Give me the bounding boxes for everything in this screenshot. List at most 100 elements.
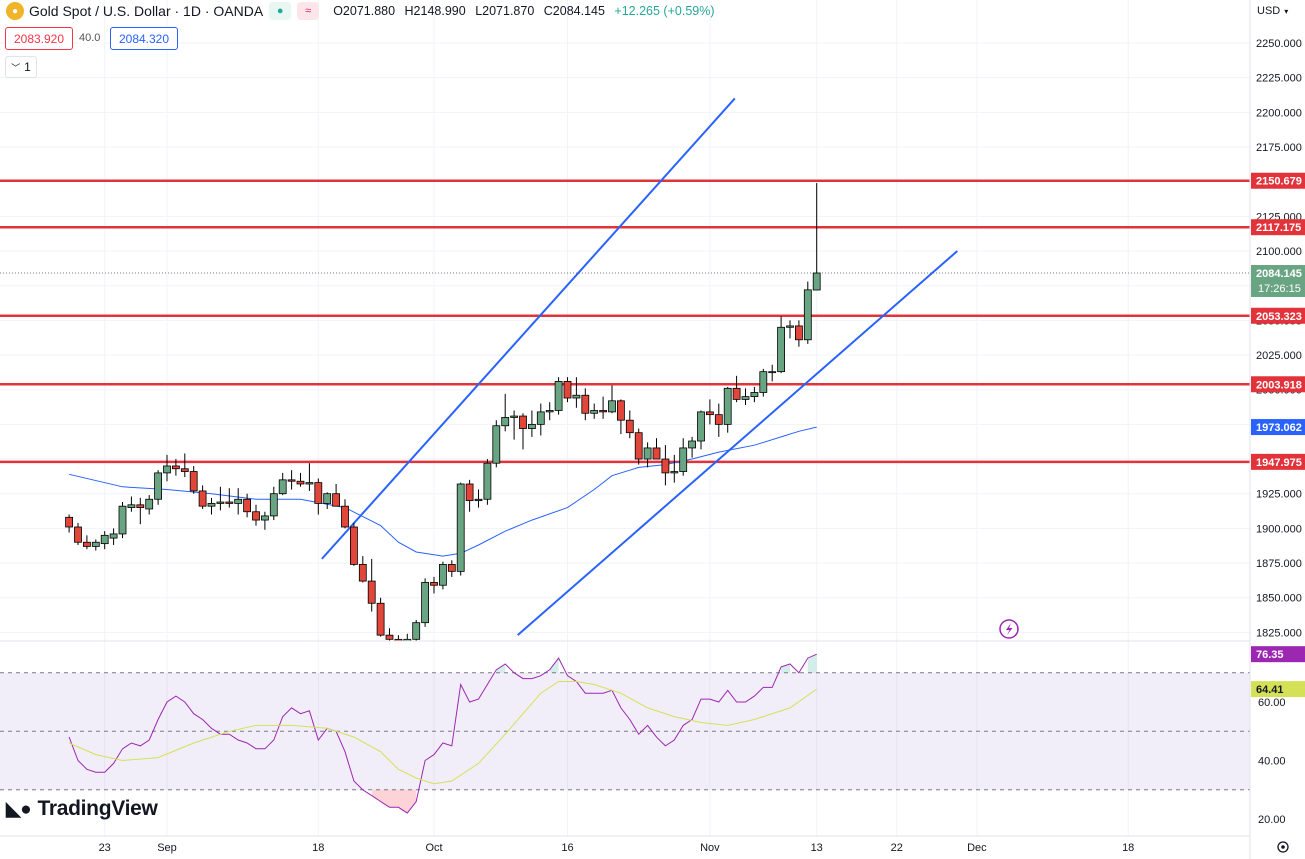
axis-settings-icon[interactable] bbox=[1277, 841, 1289, 853]
candle bbox=[198, 485, 207, 509]
candles bbox=[65, 183, 821, 642]
candle-body bbox=[207, 503, 216, 507]
candle-body bbox=[572, 394, 581, 399]
candle bbox=[394, 635, 403, 642]
candle-body bbox=[269, 493, 278, 517]
candle bbox=[697, 410, 705, 450]
sell-button[interactable]: 2083.920 bbox=[5, 27, 73, 50]
candle bbox=[252, 504, 260, 526]
candle bbox=[180, 453, 189, 478]
price-tick-label: 2250.000 bbox=[1256, 38, 1302, 50]
candle-body bbox=[225, 501, 234, 504]
chevron-down-icon: ▾ bbox=[1284, 6, 1289, 16]
candle bbox=[706, 399, 714, 425]
time-tick-label: Dec bbox=[967, 842, 987, 854]
wave-icon[interactable]: ≈ bbox=[297, 2, 320, 20]
symbol-title[interactable]: Gold Spot / U.S. Dollar · 1D · OANDA bbox=[29, 3, 264, 19]
candle bbox=[403, 633, 412, 642]
currency-selector[interactable]: USD ▾ bbox=[1251, 0, 1297, 22]
candle bbox=[465, 479, 474, 512]
sma-tag-bg bbox=[1251, 419, 1305, 436]
candle-body bbox=[812, 272, 821, 291]
lightning-alert-icon[interactable] bbox=[999, 619, 1019, 639]
buy-button[interactable]: 2084.320 bbox=[110, 27, 178, 50]
candle bbox=[341, 499, 349, 529]
candle bbox=[438, 561, 447, 590]
rsi-tag-bg bbox=[1251, 646, 1305, 663]
price-tick-label: 2100.000 bbox=[1256, 246, 1302, 258]
candle bbox=[83, 535, 91, 550]
candle-body bbox=[243, 498, 252, 513]
candle-body bbox=[189, 471, 198, 492]
price-tick-label: 2025.000 bbox=[1256, 350, 1302, 362]
candle-body bbox=[714, 414, 723, 425]
candle bbox=[563, 377, 572, 403]
candle bbox=[786, 320, 794, 339]
candle bbox=[216, 486, 225, 511]
currency-label: USD bbox=[1257, 5, 1281, 17]
candle-body bbox=[314, 482, 323, 504]
time-tick-label: 18 bbox=[312, 842, 324, 854]
price-tick-label: 1925.000 bbox=[1256, 489, 1302, 501]
price-tick-label: 1900.000 bbox=[1256, 523, 1302, 535]
level-tag-bg bbox=[1251, 219, 1305, 236]
ohlc-open: O2071.880 bbox=[333, 4, 396, 18]
candle bbox=[367, 558, 376, 612]
ohlc-high: H2148.990 bbox=[404, 4, 466, 18]
candle-body bbox=[323, 493, 332, 504]
horizontal-levels[interactable] bbox=[0, 179, 1250, 464]
candle-body bbox=[795, 325, 803, 341]
candle bbox=[741, 388, 750, 405]
spread-value: 40.0 bbox=[79, 27, 103, 48]
candle-body bbox=[536, 411, 545, 425]
price-tick-label: 2200.000 bbox=[1256, 107, 1302, 119]
last-price-text: 2084.145 bbox=[1256, 268, 1302, 280]
market-open-dot-icon[interactable]: ● bbox=[269, 2, 292, 20]
collapse-indicators-button[interactable]: ﹀ 1 bbox=[5, 56, 37, 78]
candle-body bbox=[465, 483, 474, 502]
candle bbox=[74, 522, 82, 546]
candle bbox=[430, 576, 438, 594]
level-tag: 2117.175 bbox=[1251, 219, 1305, 236]
rsi-ma-tag: 64.41 bbox=[1251, 681, 1305, 698]
candle-body bbox=[634, 432, 643, 460]
candle-body bbox=[109, 533, 118, 539]
candle bbox=[332, 484, 341, 507]
candle bbox=[278, 472, 287, 496]
time-tick-label: 18 bbox=[1122, 842, 1134, 854]
rsi-ma-tag-bg bbox=[1251, 681, 1305, 698]
rsi-ma-tag-text: 64.41 bbox=[1256, 684, 1284, 696]
rsi-tick-label: 60.00 bbox=[1258, 697, 1286, 709]
level-tag-text: 2150.679 bbox=[1256, 176, 1302, 188]
candle-body bbox=[65, 516, 73, 528]
candle-body bbox=[759, 371, 768, 393]
candle-body bbox=[136, 504, 145, 508]
level-tag-text: 2117.175 bbox=[1256, 222, 1301, 234]
candle bbox=[456, 482, 465, 576]
candle-body bbox=[154, 472, 163, 500]
candle bbox=[714, 403, 723, 437]
candle-body bbox=[777, 326, 785, 373]
level-tag-bg bbox=[1251, 307, 1305, 324]
candle-body bbox=[803, 289, 812, 341]
sma-tag-text: 1973.062 bbox=[1256, 422, 1302, 434]
candle bbox=[572, 377, 581, 408]
candle-body bbox=[599, 410, 607, 413]
candle bbox=[287, 470, 296, 490]
candle-body bbox=[723, 387, 732, 425]
candle-body bbox=[545, 410, 554, 413]
time-tick-label: Nov bbox=[700, 842, 720, 854]
candle-body bbox=[679, 447, 688, 472]
candle-body bbox=[617, 400, 625, 421]
trend-channel[interactable] bbox=[321, 97, 958, 636]
candle-body bbox=[706, 411, 714, 416]
candle bbox=[145, 495, 154, 515]
candle-body bbox=[492, 425, 501, 464]
candle-body bbox=[661, 458, 670, 474]
candle bbox=[625, 410, 634, 439]
ohlc-close: C2084.145 bbox=[543, 4, 605, 18]
time-tick-label: Oct bbox=[425, 842, 442, 854]
candle-body bbox=[528, 423, 536, 429]
candle-body bbox=[608, 400, 616, 413]
